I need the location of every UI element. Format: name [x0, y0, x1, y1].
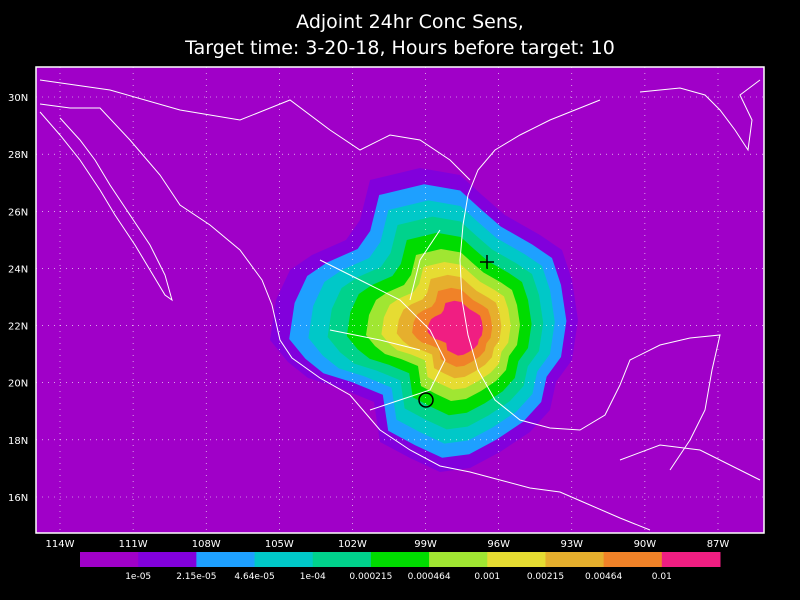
lat-label: 28N — [8, 150, 28, 161]
colorbar-swatch — [80, 552, 139, 567]
colorbar-label: 4.64e-05 — [234, 572, 274, 582]
colorbar-label: 1e-04 — [300, 572, 326, 582]
lon-label: 87W — [707, 539, 730, 550]
lon-label: 96W — [487, 539, 510, 550]
plot-frame — [35, 66, 765, 534]
title-line-2: Target time: 3-20-18, Hours before targe… — [184, 37, 615, 59]
colorbar-swatch — [312, 552, 372, 567]
lon-label: 93W — [560, 539, 583, 550]
colorbar-swatch — [661, 552, 721, 567]
lat-label: 20N — [8, 379, 28, 390]
lon-label: 114W — [46, 539, 75, 550]
colorbar-swatch — [603, 552, 663, 567]
colorbar-label: 0.000464 — [408, 572, 451, 582]
colorbar-label: 0.01 — [652, 572, 672, 582]
lat-label: 30N — [8, 93, 28, 104]
colorbar-label: 1e-05 — [125, 572, 151, 582]
lon-label: 99W — [414, 539, 437, 550]
colorbar-label: 0.000215 — [349, 572, 392, 582]
lat-label: 18N — [8, 436, 28, 447]
markers — [418, 255, 494, 408]
lon-label: 102W — [338, 539, 367, 550]
colorbar-swatch — [196, 552, 256, 567]
lon-label: 105W — [265, 539, 294, 550]
colorbar-label: 0.001 — [474, 572, 500, 582]
colorbar-swatch — [429, 552, 488, 567]
title-line-1: Adjoint 24hr Conc Sens, — [296, 11, 524, 33]
colorbar-label: 2.15e-05 — [176, 572, 216, 582]
lat-label: 22N — [8, 322, 28, 333]
colorbar-swatch — [545, 552, 605, 567]
axes: 30N 28N 26N 24N 22N 20N 18N 16N 114W 111W 108W 105W… — [8, 93, 729, 550]
lat-label: 26N — [8, 207, 28, 218]
colorbar: 1e-05 2.15e-05 4.64e-05 1e-04 0.000215 0.0004… — [80, 552, 721, 582]
source-circle — [418, 392, 434, 408]
lon-label: 111W — [119, 539, 148, 550]
target-cross — [480, 255, 494, 269]
colorbar-swatch — [370, 552, 430, 567]
colorbar-swatch — [138, 552, 197, 567]
lat-label: 24N — [8, 264, 28, 275]
colorbar-swatch — [487, 552, 546, 567]
colorbar-label: 0.00464 — [585, 572, 622, 582]
lon-label: 108W — [192, 539, 221, 550]
coastlines — [39, 79, 761, 531]
lat-label: 16N — [8, 493, 28, 504]
colorbar-label: 0.00215 — [527, 572, 564, 582]
colorbar-swatch — [254, 552, 314, 567]
contour-fill — [427, 300, 483, 356]
lon-label: 90W — [634, 539, 657, 550]
